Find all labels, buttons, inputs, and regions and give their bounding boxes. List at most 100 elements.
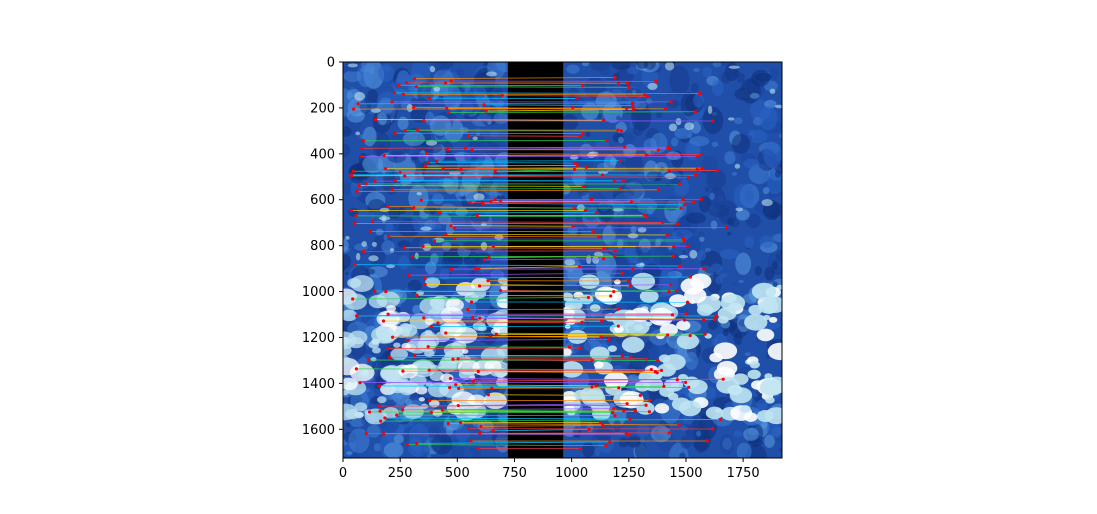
keypoint-left [488,335,492,339]
terrain-patch [671,137,679,147]
match-line [356,314,673,317]
keypoint-left [428,96,432,100]
x-tick-label: 1500 [669,466,702,481]
keypoint-left [421,244,425,248]
terrain-patch [709,192,715,201]
match-line [445,234,668,236]
keypoint-left [426,160,430,164]
terrain-patch [362,126,377,147]
match-line [448,423,679,426]
terrain-patch [626,67,639,75]
keypoint-right [573,161,577,165]
bright-patch [765,396,775,404]
terrain-patch [704,186,711,193]
terrain-patch [634,100,647,110]
keypoint-right [685,300,690,304]
terrain-patch [743,158,760,169]
terrain-patch [743,427,759,441]
keypoint-right [571,224,575,228]
match-line [486,109,634,112]
match-line [416,441,610,444]
keypoint-right [699,197,703,201]
keypoint-right [627,433,631,437]
keypoint-right [655,358,660,362]
plot-area [342,61,783,459]
bright-patch [401,342,411,350]
terrain-patch [665,183,670,187]
match-line [392,187,621,190]
keypoint-left [398,170,402,174]
bright-patch [756,328,775,342]
terrain-patch [722,328,729,337]
bright-patch [676,333,700,350]
keypoint-left [395,413,399,417]
keypoint-right [633,409,637,413]
bright-patch [592,407,611,421]
bright-patch [614,325,624,333]
match-line [493,429,589,432]
terrain-patch [684,431,696,447]
terrain-patch [343,143,351,158]
keypoint-left [429,324,434,329]
match-line [445,332,706,335]
terrain-patch [712,62,722,68]
keypoint-right [702,318,706,322]
match-line [404,247,604,249]
bright-patch [631,272,656,290]
bright-patch [684,287,707,304]
terrain-patch [621,161,627,166]
keypoint-left [449,79,453,83]
terrain-patch [779,447,783,452]
match-line [502,95,648,97]
terrain-patch [674,127,693,140]
terrain-patch [657,244,669,252]
terrain-patch [715,275,723,285]
terrain-patch [749,217,759,224]
terrain-patch [636,424,650,437]
match-line [423,317,704,321]
keypoint-left [410,255,414,259]
terrain-patch [766,421,782,437]
x-tick-label: 1250 [612,466,645,481]
keypoint-right [665,233,669,237]
keypoint-left [441,167,445,171]
keypoint-left [449,267,454,271]
bright-patch [433,86,441,92]
terrain-patch [463,113,470,118]
bright-patch [593,361,604,369]
terrain-patch [611,62,631,70]
bright-patch [668,123,677,132]
bright-patch [621,336,645,353]
terrain-patch [690,82,699,93]
keypoint-right [669,100,673,104]
terrain-patch [563,184,571,195]
terrain-patch [441,211,448,219]
terrain-patch [764,266,775,281]
bright-patch [414,252,419,260]
axes-frame [342,61,783,459]
match-line [378,404,647,407]
terrain-patch [566,64,580,74]
keypoint-left [359,154,363,159]
keypoint-left [412,206,416,210]
terrain-patch [618,437,629,448]
keypoint-left [384,167,388,171]
keypoint-right [643,93,647,97]
match-line [408,272,623,276]
match-line [472,317,715,320]
terrain-patch [744,236,755,249]
keypoint-right [616,307,620,311]
keypoint-left [456,357,460,361]
keypoint-left [486,393,491,397]
keypoint-left [435,159,439,163]
keypoint-right [629,355,633,359]
keypoint-left [382,153,386,158]
keypoint-right [715,168,720,173]
terrain-patch [744,352,751,357]
keypoint-left [353,221,357,226]
keypoint-right [577,264,582,269]
bright-patch [355,252,361,261]
bright-patch [732,373,749,385]
match-line [483,203,685,206]
